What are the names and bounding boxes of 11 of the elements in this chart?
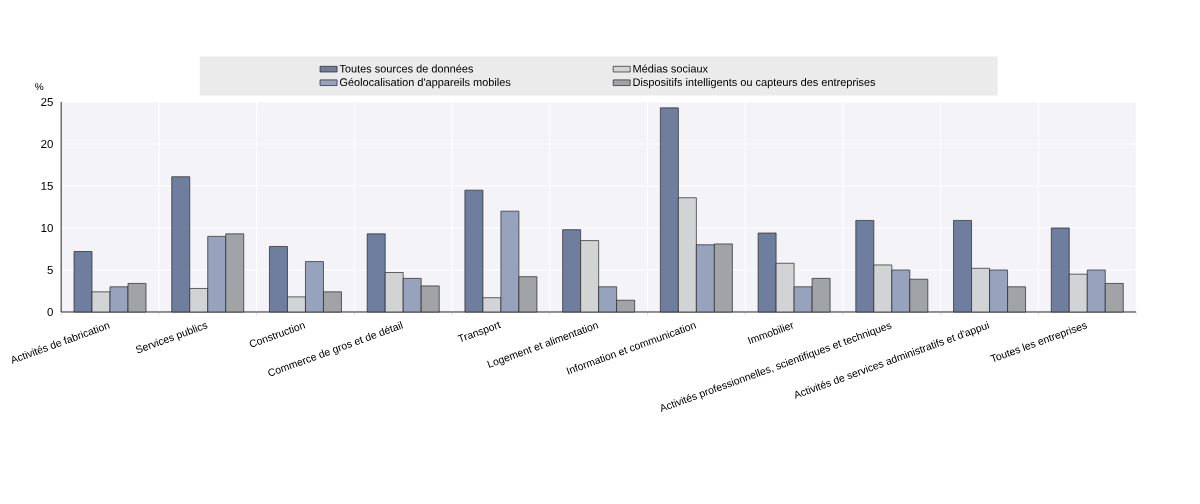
- y-tick-label: 10: [41, 223, 53, 233]
- legend-label: Géolocalisation d'appareils mobiles: [339, 77, 511, 89]
- legend-label: Médias sociaux: [633, 64, 708, 73]
- y-axis-title: %: [35, 83, 44, 91]
- legend-label: Toutes sources de données: [339, 64, 474, 73]
- y-tick-label: 5: [47, 266, 53, 274]
- y-tick-label: 15: [41, 182, 53, 190]
- y-tick-label: 0: [47, 307, 53, 317]
- y-tick-label: 20: [41, 139, 53, 149]
- legend-label: Dispositifs intelligents ou capteurs des entreprises: [633, 78, 876, 89]
- y-tick-label: 25: [41, 97, 53, 107]
